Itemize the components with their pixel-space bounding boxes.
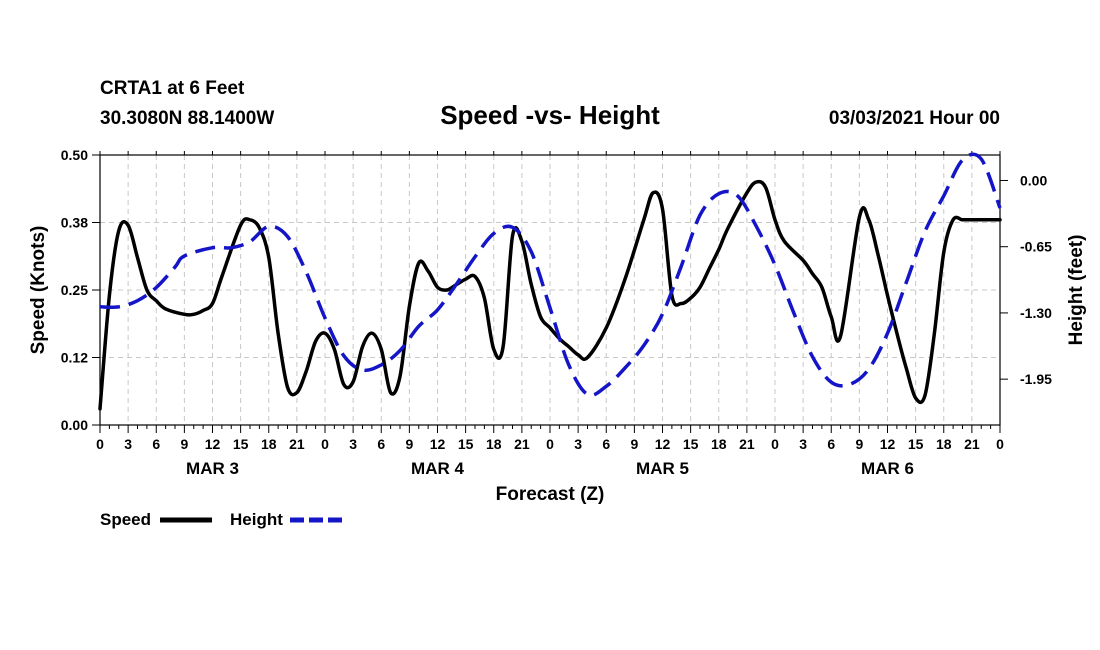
left-tick-label: 0.50 xyxy=(61,147,88,163)
x-tick-label: 12 xyxy=(205,436,221,452)
right-tick-label: -1.95 xyxy=(1020,371,1052,387)
x-tick-label: 3 xyxy=(349,436,357,452)
x-tick-label: 3 xyxy=(574,436,582,452)
grid xyxy=(100,155,1000,425)
x-tick-label: 21 xyxy=(739,436,755,452)
x-tick-label: 3 xyxy=(799,436,807,452)
right-axis-label: Height (feet) xyxy=(1066,235,1087,346)
x-tick-label: 18 xyxy=(936,436,952,452)
x-tick-label: 6 xyxy=(377,436,385,452)
run-label: 03/03/2021 Hour 00 xyxy=(829,108,1000,129)
legend-speed-label: Speed xyxy=(100,510,151,529)
x-tick-label: 15 xyxy=(233,436,249,452)
station-label: CRTA1 at 6 Feet xyxy=(100,78,245,99)
legend: Speed Height xyxy=(100,510,342,529)
right-tick-label: 0.00 xyxy=(1020,172,1047,188)
x-tick-label: 0 xyxy=(96,436,104,452)
left-tick-labels: 0.00 0.12 0.25 0.38 0.50 xyxy=(61,147,88,433)
x-tick-label: 12 xyxy=(880,436,896,452)
x-tick-label: 6 xyxy=(827,436,835,452)
x-tick-label: 9 xyxy=(630,436,638,452)
height-series-line xyxy=(99,152,1002,398)
x-tick-label: 0 xyxy=(321,436,329,452)
x-tick-label: 15 xyxy=(908,436,924,452)
left-tick-label: 0.25 xyxy=(61,282,88,298)
right-tick-label: -1.30 xyxy=(1020,305,1052,321)
x-tick-label: 0 xyxy=(546,436,554,452)
x-tick-label: 18 xyxy=(711,436,727,452)
date-label: MAR 5 xyxy=(636,459,689,478)
date-label: MAR 4 xyxy=(411,459,464,478)
x-tick-label: 0 xyxy=(996,436,1004,452)
left-tick-label: 0.12 xyxy=(61,350,88,366)
right-tick-label: -0.65 xyxy=(1020,239,1052,255)
speed-series-line xyxy=(98,179,1002,411)
chart-title: Speed -vs- Height xyxy=(440,100,660,130)
x-tick-label: 12 xyxy=(655,436,671,452)
x-tick-label: 6 xyxy=(602,436,610,452)
x-tick-label: 0 xyxy=(771,436,779,452)
x-tick-label: 18 xyxy=(486,436,502,452)
x-tick-label: 9 xyxy=(855,436,863,452)
left-tick-label: 0.38 xyxy=(61,215,88,231)
x-tick-label: 21 xyxy=(514,436,530,452)
x-tick-label: 15 xyxy=(458,436,474,452)
x-tick-label: 21 xyxy=(964,436,980,452)
date-label: MAR 6 xyxy=(861,459,914,478)
x-tick-label: 21 xyxy=(289,436,305,452)
x-tick-labels: 0 3 6 9 12 15 18 21 0 3 6 9 12 15 18 21 0 3 6 9 12 15 18 21 0 3 6 9… xyxy=(96,436,1004,452)
date-label: MAR 3 xyxy=(186,459,239,478)
x-tick-label: 6 xyxy=(152,436,160,452)
x-tick-label: 9 xyxy=(405,436,413,452)
axis-ticks xyxy=(92,151,1008,433)
left-axis-label: Speed (Knots) xyxy=(28,226,49,355)
left-tick-label: 0.00 xyxy=(61,417,88,433)
legend-height-label: Height xyxy=(230,510,283,529)
x-tick-label: 12 xyxy=(430,436,446,452)
date-labels: MAR 3 MAR 4 MAR 5 MAR 6 xyxy=(186,459,914,478)
x-axis-label: Forecast (Z) xyxy=(496,484,605,505)
right-tick-labels: 0.00 -0.65 -1.30 -1.95 xyxy=(1020,172,1052,387)
x-tick-label: 15 xyxy=(683,436,699,452)
x-tick-label: 18 xyxy=(261,436,277,452)
x-tick-label: 3 xyxy=(124,436,132,452)
x-tick-label: 9 xyxy=(180,436,188,452)
location-label: 30.3080N 88.1400W xyxy=(100,108,274,129)
